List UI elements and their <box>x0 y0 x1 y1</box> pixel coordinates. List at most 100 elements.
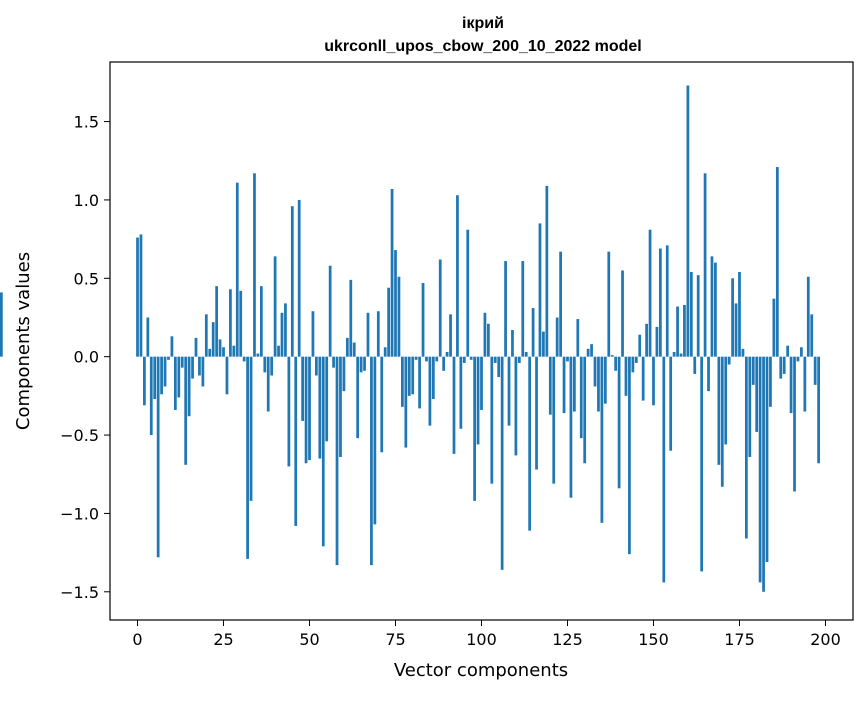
bar <box>766 357 769 562</box>
bar <box>167 357 170 360</box>
bar <box>219 339 222 356</box>
bar <box>604 357 607 404</box>
bar <box>370 357 373 565</box>
x-axis-label: Vector components <box>394 660 568 681</box>
chart-subtitle: ukrconll_upos_cbow_200_10_2022 model <box>324 38 641 55</box>
bar <box>250 357 253 501</box>
bar <box>205 314 208 356</box>
bar <box>284 303 287 356</box>
bar <box>164 357 167 387</box>
x-tick-label: 25 <box>213 630 233 649</box>
bar <box>704 173 707 356</box>
y-axis-label: Components values <box>13 252 34 430</box>
bar <box>800 347 803 356</box>
bar <box>735 303 738 356</box>
bar <box>298 200 301 357</box>
bar <box>263 357 266 373</box>
bar <box>518 357 521 363</box>
bar <box>618 357 621 489</box>
bar <box>477 357 480 445</box>
bar <box>700 357 703 572</box>
bar <box>312 311 315 356</box>
bar <box>315 357 318 376</box>
bar <box>408 357 411 396</box>
bar <box>222 347 225 356</box>
bar <box>287 357 290 467</box>
bar <box>721 357 724 487</box>
x-tick-label: 0 <box>132 630 142 649</box>
y-tick-label: −0.5 <box>60 426 99 445</box>
bar <box>459 357 462 429</box>
bar <box>525 352 528 357</box>
bar <box>566 357 569 362</box>
bar <box>332 357 335 368</box>
bar <box>343 357 346 391</box>
bar <box>580 357 583 439</box>
bar <box>336 357 339 565</box>
bar <box>329 266 332 357</box>
x-tick-label: 50 <box>299 630 319 649</box>
bar <box>631 357 634 373</box>
bar <box>181 357 184 368</box>
bar <box>748 357 751 457</box>
bar <box>353 343 356 357</box>
bar <box>755 357 758 432</box>
bar <box>363 357 366 371</box>
bar <box>380 357 383 453</box>
bar <box>456 195 459 356</box>
bar <box>349 280 352 357</box>
bar <box>384 347 387 356</box>
bar <box>435 357 438 362</box>
bar <box>504 261 507 357</box>
bar <box>697 275 700 357</box>
bar <box>411 357 414 395</box>
bar <box>676 307 679 357</box>
bar <box>776 167 779 357</box>
bar <box>752 357 755 385</box>
y-tick-label: −1.5 <box>60 583 99 602</box>
y-tick-label: 1.5 <box>74 113 99 132</box>
bar <box>418 357 421 409</box>
bar <box>432 357 435 399</box>
bar <box>188 357 191 417</box>
x-tick-label: 75 <box>385 630 405 649</box>
bar <box>260 286 263 357</box>
bar <box>215 286 218 357</box>
bar <box>614 357 617 371</box>
bar <box>638 335 641 357</box>
bar <box>439 259 442 356</box>
bar <box>635 357 638 363</box>
bar <box>243 357 246 362</box>
bar <box>466 230 469 357</box>
bar <box>308 357 311 460</box>
bar <box>762 357 765 592</box>
bar <box>480 357 483 410</box>
bar <box>160 357 163 395</box>
bar <box>184 357 187 465</box>
bar <box>484 313 487 357</box>
bar <box>202 357 205 387</box>
bar <box>277 346 280 357</box>
bar <box>690 272 693 357</box>
bar <box>724 357 727 445</box>
bar <box>267 357 270 412</box>
bar <box>666 245 669 356</box>
bar <box>669 357 672 451</box>
bar <box>208 349 211 357</box>
bar <box>807 277 810 357</box>
bar <box>301 357 304 421</box>
bar <box>535 357 538 470</box>
bar <box>398 277 401 357</box>
bar <box>649 230 652 357</box>
bar <box>680 354 683 357</box>
bar <box>731 278 734 356</box>
bar <box>587 349 590 357</box>
bar <box>539 223 542 356</box>
bar <box>367 313 370 357</box>
bar <box>177 357 180 398</box>
bar <box>463 357 466 363</box>
bar <box>521 261 524 357</box>
bar <box>253 173 256 356</box>
bar <box>717 357 720 465</box>
